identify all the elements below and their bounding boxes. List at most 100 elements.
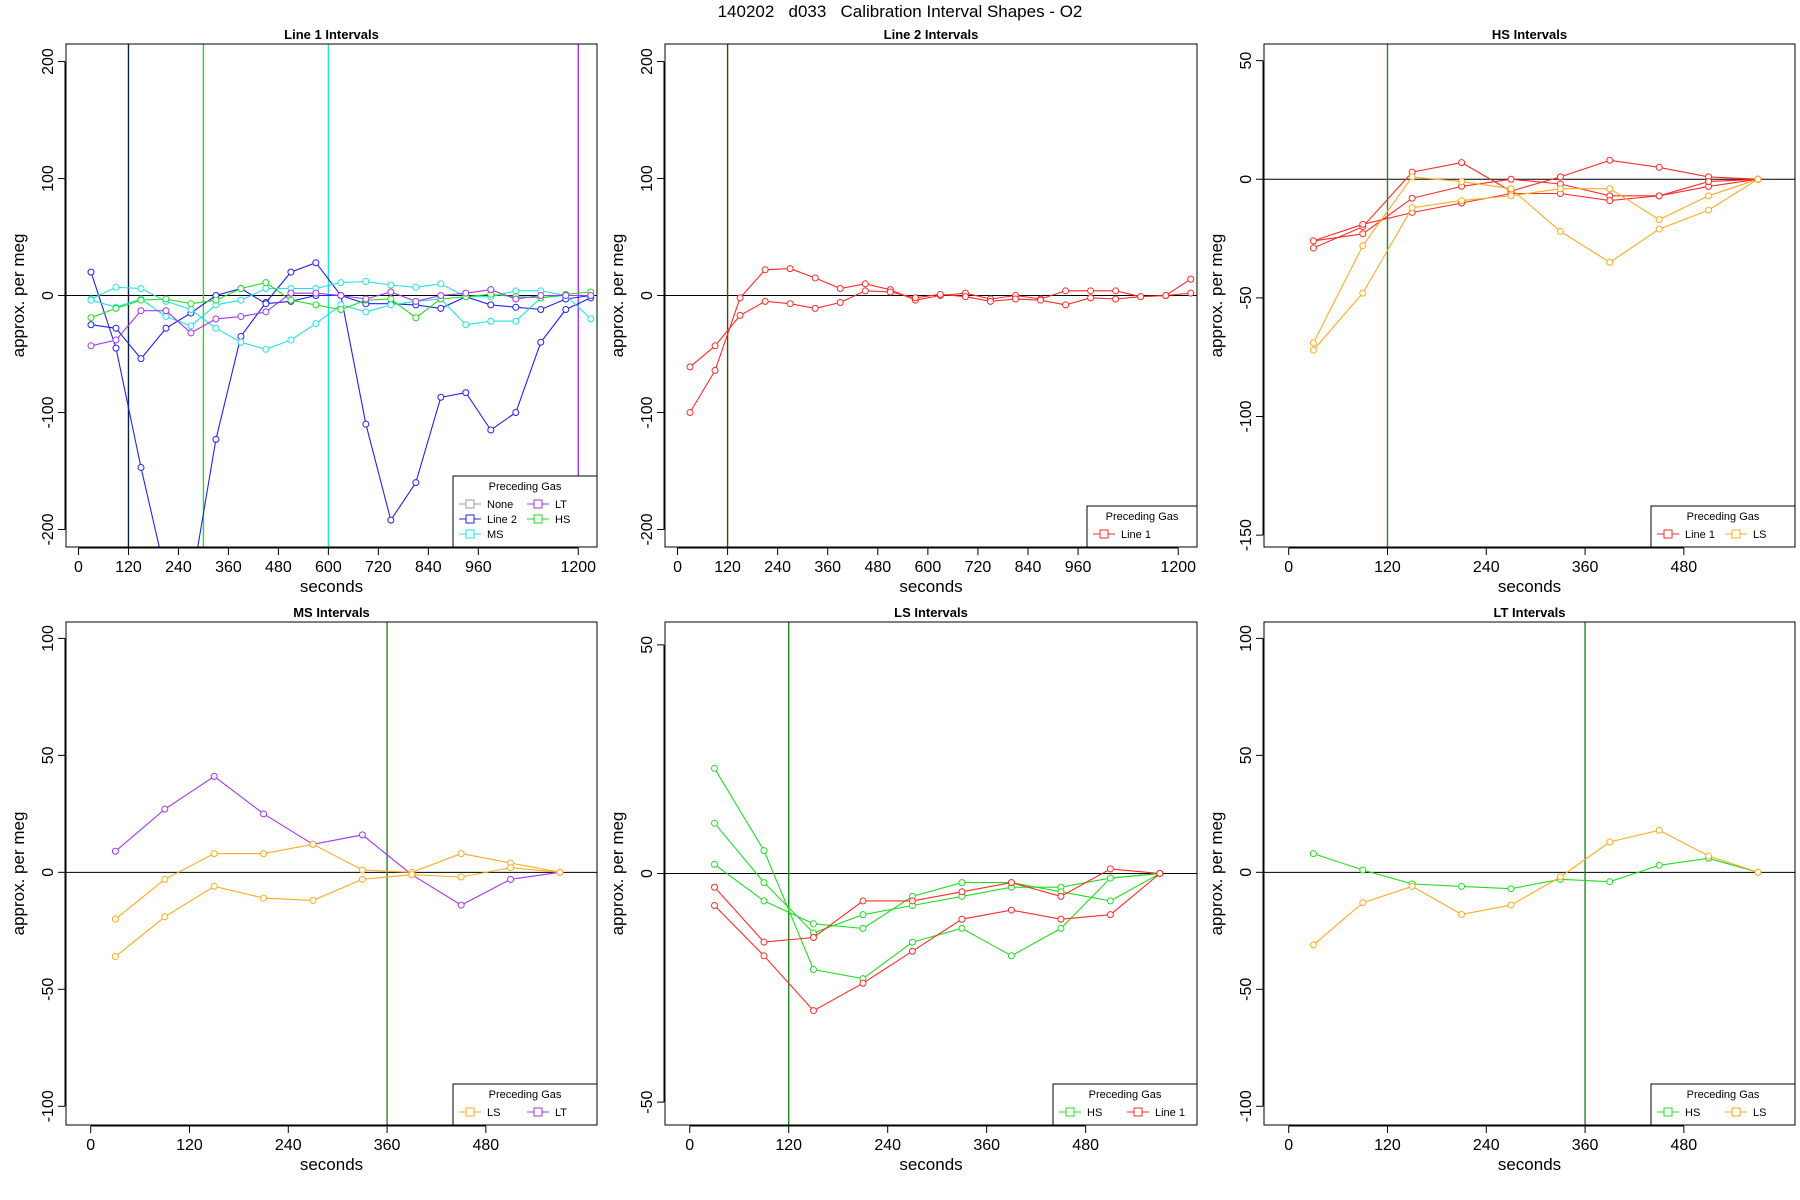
y-tick-label: -200 xyxy=(40,513,57,545)
data-point xyxy=(137,355,145,363)
data-point xyxy=(1162,292,1170,299)
y-tick-label: 100 xyxy=(639,165,656,192)
data-point xyxy=(587,292,595,299)
data-point xyxy=(212,315,220,323)
data-point xyxy=(387,295,395,303)
legend-swatch-marker xyxy=(1663,1107,1673,1117)
data-point xyxy=(1106,911,1114,919)
data-point xyxy=(512,317,520,325)
data-point xyxy=(1359,899,1367,907)
data-point xyxy=(1606,838,1614,846)
legend-entry: MS xyxy=(487,529,504,541)
plot-frame xyxy=(65,43,598,548)
data-point xyxy=(362,308,370,316)
data-point xyxy=(1007,879,1015,887)
data-point xyxy=(512,408,520,416)
x-tick-label: 600 xyxy=(315,559,342,576)
data-point xyxy=(786,265,794,273)
x-tick-label: 240 xyxy=(874,1137,901,1154)
series-line xyxy=(115,843,561,920)
legend-title: Preceding Gas xyxy=(489,481,562,493)
data-point xyxy=(1606,258,1614,266)
data-point xyxy=(809,966,817,974)
y-axis-label: approx. per meg xyxy=(1207,234,1226,358)
data-point xyxy=(237,284,245,292)
data-point xyxy=(1606,197,1614,205)
data-point xyxy=(260,894,268,902)
y-axis-label: approx. per meg xyxy=(1207,812,1226,936)
chart-title: HS Intervals xyxy=(1492,27,1567,42)
data-point xyxy=(1606,878,1614,886)
data-point xyxy=(1655,861,1663,869)
data-point xyxy=(210,772,218,780)
x-tick-label: 360 xyxy=(1572,559,1599,576)
data-point xyxy=(437,292,445,299)
data-point xyxy=(387,281,395,289)
data-point xyxy=(809,920,817,928)
data-point xyxy=(312,320,320,328)
data-point xyxy=(512,303,520,311)
data-point xyxy=(936,290,944,298)
data-point xyxy=(237,313,245,321)
data-point xyxy=(111,953,119,961)
chart-panel-3: HS Intervals 0 120 240 360 480 seconds -150 -100… xyxy=(1207,27,1796,596)
data-point xyxy=(187,300,195,308)
x-tick-label: 0 xyxy=(673,559,682,576)
data-point xyxy=(736,294,744,302)
data-point xyxy=(761,266,769,274)
series-group xyxy=(111,772,564,961)
legend-entry: Line 1 xyxy=(1685,529,1715,541)
data-point xyxy=(262,300,270,308)
data-point xyxy=(911,294,919,302)
series-line xyxy=(1313,178,1759,242)
x-tick-label: 480 xyxy=(1671,1137,1698,1154)
x-tick-label: 120 xyxy=(1374,559,1401,576)
data-point xyxy=(87,296,95,304)
data-point xyxy=(1606,185,1614,193)
legend-swatch-marker xyxy=(465,499,475,509)
data-point xyxy=(362,420,370,428)
data-point xyxy=(1062,287,1070,295)
x-tick-label: 0 xyxy=(1284,559,1293,576)
data-point xyxy=(861,287,869,295)
plot-frame xyxy=(65,621,598,1126)
legend-swatch-marker xyxy=(465,514,475,524)
data-point xyxy=(1458,178,1466,186)
data-point xyxy=(507,864,515,872)
y-axis-label: approx. per meg xyxy=(9,234,28,358)
series-line xyxy=(714,863,1161,929)
data-point xyxy=(112,283,120,291)
data-point xyxy=(760,879,768,887)
data-point xyxy=(337,279,345,287)
data-point xyxy=(1556,873,1564,881)
series-line xyxy=(714,873,1161,1012)
x-tick-label: 480 xyxy=(265,559,292,576)
data-point xyxy=(161,913,169,921)
data-point xyxy=(811,304,819,312)
y-tick-label: 200 xyxy=(639,48,656,75)
chart-title: Line 2 Intervals xyxy=(884,27,979,42)
data-point xyxy=(287,268,295,276)
x-axis-label: seconds xyxy=(300,1155,363,1174)
data-point xyxy=(210,882,218,890)
data-point xyxy=(162,313,170,321)
x-axis-label: seconds xyxy=(899,1155,962,1174)
series-line xyxy=(1312,176,1759,344)
legend-title: Preceding Gas xyxy=(1106,511,1179,523)
data-point xyxy=(412,297,420,305)
data-point xyxy=(537,292,545,299)
data-point xyxy=(1556,173,1564,181)
data-point xyxy=(1057,892,1065,900)
chart-panel-4: MS Intervals 0 120 240 360 480 seconds -100 -50 0… xyxy=(9,605,598,1174)
data-point xyxy=(1359,230,1367,238)
data-point xyxy=(562,292,570,299)
data-point xyxy=(1655,192,1663,200)
data-point xyxy=(1655,163,1663,171)
x-tick-label: 840 xyxy=(415,559,442,576)
x-tick-label: 120 xyxy=(775,1137,802,1154)
series-line xyxy=(1313,178,1759,242)
data-point xyxy=(237,338,245,346)
data-point xyxy=(760,847,768,855)
data-point xyxy=(908,938,916,946)
